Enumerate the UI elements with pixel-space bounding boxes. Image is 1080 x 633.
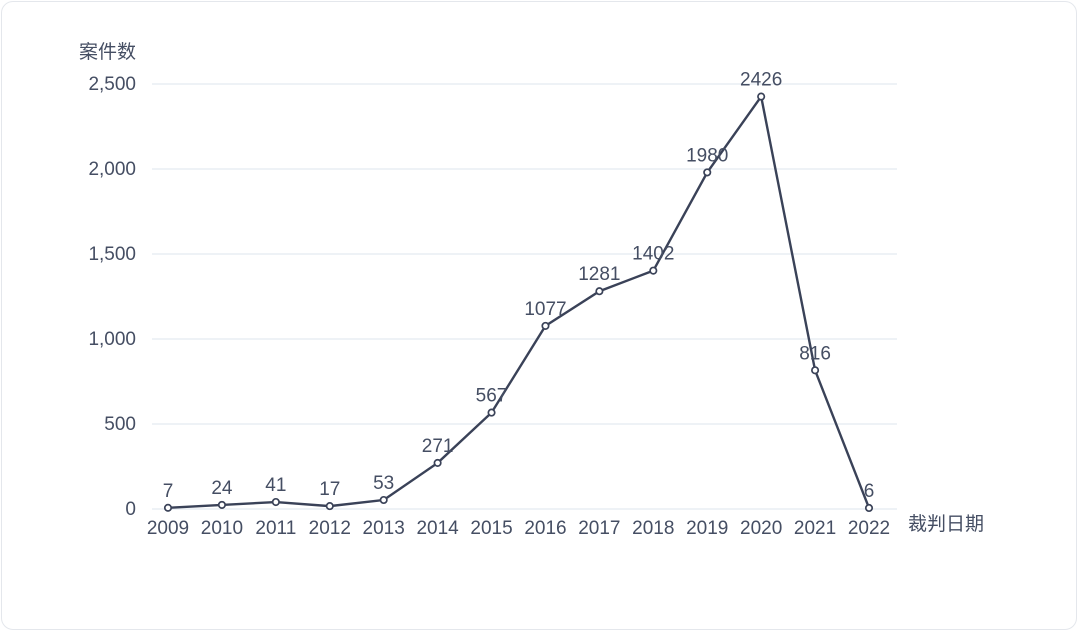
y-tick-label: 2,000 <box>88 159 136 180</box>
data-point-marker <box>595 287 604 296</box>
data-point-marker <box>433 458 442 467</box>
data-point-marker <box>379 495 388 505</box>
x-tick-label: 2019 <box>686 518 728 539</box>
y-tick-label: 0 <box>125 499 136 520</box>
x-tick-label: 2016 <box>524 518 566 539</box>
x-tick-label: 2022 <box>848 518 890 539</box>
x-tick-label: 2012 <box>309 518 351 539</box>
data-point-marker <box>541 321 550 330</box>
data-point-marker <box>487 408 496 417</box>
data-point-label: 567 <box>476 386 508 407</box>
data-point-marker <box>703 168 712 177</box>
y-axis-title: 案件数 <box>79 42 137 63</box>
x-tick-label: 2014 <box>416 518 459 539</box>
y-tick-label: 500 <box>104 414 136 435</box>
x-tick-label: 2017 <box>578 518 620 539</box>
data-point-marker <box>325 502 334 511</box>
y-tick-label: 1,500 <box>88 244 136 265</box>
x-tick-label: 2013 <box>363 518 405 539</box>
x-axis-title: 裁判日期 <box>908 514 985 535</box>
data-point-marker <box>811 366 820 375</box>
data-point-marker <box>217 500 226 509</box>
data-point-label: 6 <box>864 481 875 502</box>
x-tick-label: 2018 <box>632 518 674 539</box>
data-point-label: 1077 <box>524 299 566 320</box>
x-tick-label: 2009 <box>147 518 189 539</box>
x-tick-label: 2015 <box>470 518 512 539</box>
series-line <box>167 93 871 510</box>
data-point-label: 271 <box>422 436 454 457</box>
y-tick-label: 1,000 <box>88 329 136 350</box>
x-tick-label: 2020 <box>740 518 782 539</box>
data-point-label: 17 <box>319 479 340 500</box>
x-tick-label: 2010 <box>201 518 243 539</box>
data-point-label: 7 <box>163 481 174 502</box>
data-point-label: 1402 <box>632 244 674 265</box>
data-point-label: 24 <box>211 478 233 499</box>
data-point-label: 1980 <box>686 145 728 166</box>
data-point-label: 41 <box>265 475 286 496</box>
x-tick-label: 2011 <box>255 518 296 539</box>
data-point-marker <box>649 266 658 275</box>
data-point-marker <box>163 503 173 512</box>
data-point-marker <box>864 503 874 513</box>
data-point-label: 816 <box>799 343 831 364</box>
data-point-marker <box>271 497 280 507</box>
y-tick-label: 2,500 <box>88 74 136 95</box>
data-point-label: 1281 <box>578 264 620 285</box>
data-point-label: 53 <box>373 473 394 494</box>
data-point-label: 2426 <box>740 70 782 91</box>
data-point-marker <box>757 92 766 101</box>
x-tick-label: 2021 <box>794 518 836 539</box>
